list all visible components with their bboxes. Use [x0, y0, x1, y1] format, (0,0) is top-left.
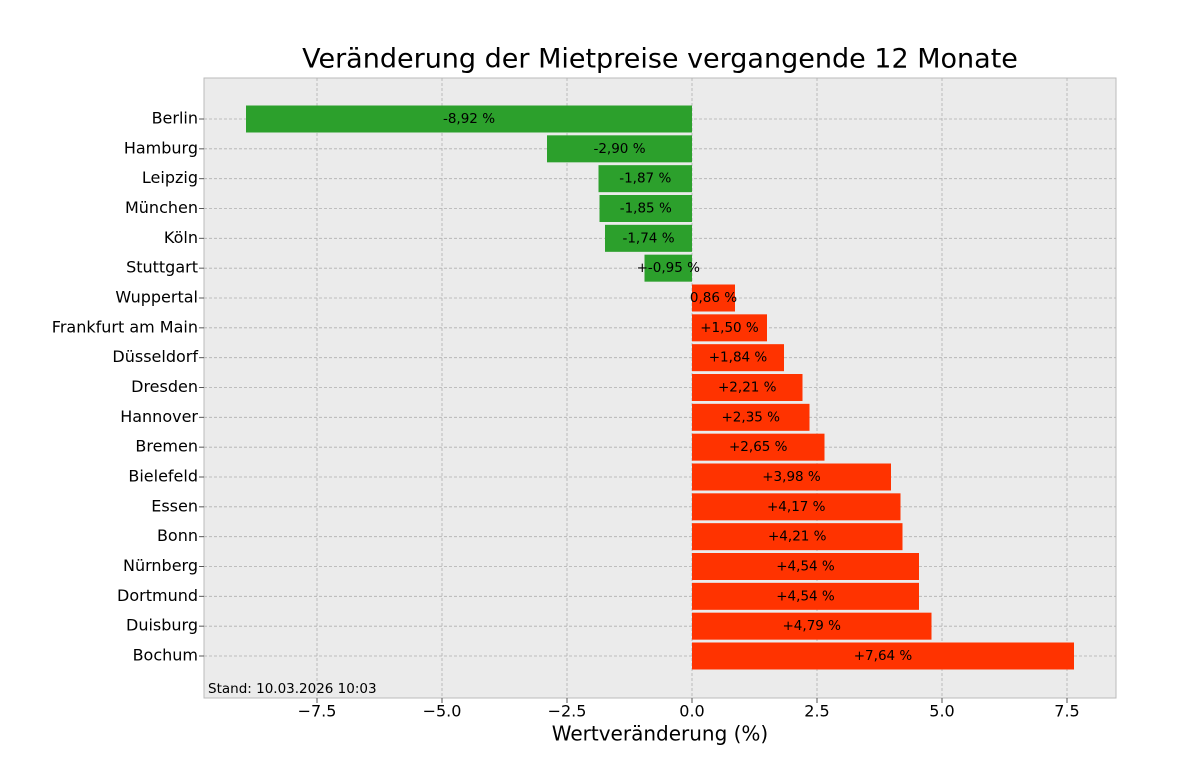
data-label: +1,84 % [709, 350, 768, 366]
bar [598, 165, 692, 193]
bar [246, 105, 692, 133]
y-tick-label: Dortmund [117, 586, 198, 605]
x-tick-label: −2.5 [548, 702, 587, 721]
data-label: -1,74 % [622, 230, 674, 246]
x-tick-label: 5.0 [929, 702, 954, 721]
y-tick-label: Frankfurt am Main [52, 317, 198, 336]
data-label: +1,50 % [700, 320, 759, 336]
data-label: +4,21 % [768, 529, 827, 545]
x-tick-label: −7.5 [298, 702, 337, 721]
y-tick-label: Bremen [135, 437, 198, 456]
data-label: +2,65 % [729, 439, 788, 455]
data-label: +4,79 % [783, 618, 842, 634]
x-tick-label: 0.0 [679, 702, 704, 721]
bar [692, 612, 932, 640]
data-label: +2,21 % [718, 380, 777, 396]
bar [644, 254, 692, 282]
y-tick-label: Leipzig [142, 168, 198, 187]
x-tick-label: −5.0 [423, 702, 462, 721]
y-tick-label: Stuttgart [126, 258, 198, 277]
y-tick-label: Hamburg [124, 138, 198, 157]
y-tick-label: Berlin [152, 109, 198, 128]
chart-title: Veränderung der Mietpreise vergangende 1… [302, 44, 1018, 75]
bar [692, 463, 891, 491]
y-tick-label: Dresden [131, 377, 198, 396]
annotation: Stand: 10.03.2026 10:03 [208, 681, 377, 697]
y-tick-label: Duisburg [126, 616, 198, 635]
bar [692, 284, 735, 312]
bar [692, 582, 919, 610]
bar [692, 642, 1074, 670]
y-tick-label: München [125, 198, 198, 217]
y-tick-label: Hannover [120, 407, 198, 426]
data-label: +2,35 % [722, 409, 781, 425]
y-tick-label: Nürnberg [123, 556, 198, 575]
data-label: -8,92 % [443, 111, 495, 127]
bar [605, 224, 692, 252]
y-tick-label: Bielefeld [128, 467, 198, 486]
data-label: -1,85 % [620, 201, 672, 217]
data-label: +4,54 % [776, 559, 835, 575]
bar [547, 135, 692, 163]
data-label: +3,98 % [762, 469, 821, 485]
x-axis-label: Wertveränderung (%) [552, 722, 769, 746]
y-tick-label: Bochum [133, 646, 198, 665]
y-tick-label: Köln [164, 228, 198, 247]
data-label: -1,87 % [619, 171, 671, 187]
bar [692, 553, 919, 580]
bar [692, 344, 784, 372]
bar [692, 403, 810, 431]
y-tick-label: Bonn [157, 526, 198, 545]
bar [692, 374, 803, 401]
data-label: -2,90 % [593, 141, 645, 157]
y-tick-label: Wuppertal [115, 288, 198, 307]
x-tick-label: 7.5 [1054, 702, 1079, 721]
bar [599, 195, 692, 222]
data-label: +-0,95 % [637, 260, 701, 276]
bar [692, 523, 903, 551]
bar [692, 493, 901, 521]
data-label: +4,17 % [767, 499, 826, 515]
data-label: +7,64 % [854, 648, 913, 664]
data-label: +4,54 % [776, 588, 835, 604]
y-tick-label: Düsseldorf [112, 347, 198, 366]
bar [692, 433, 825, 461]
y-tick-label: Essen [151, 496, 198, 515]
data-label: 0,86 % [690, 290, 737, 306]
x-tick-label: 2.5 [804, 702, 829, 721]
bar [692, 314, 767, 342]
